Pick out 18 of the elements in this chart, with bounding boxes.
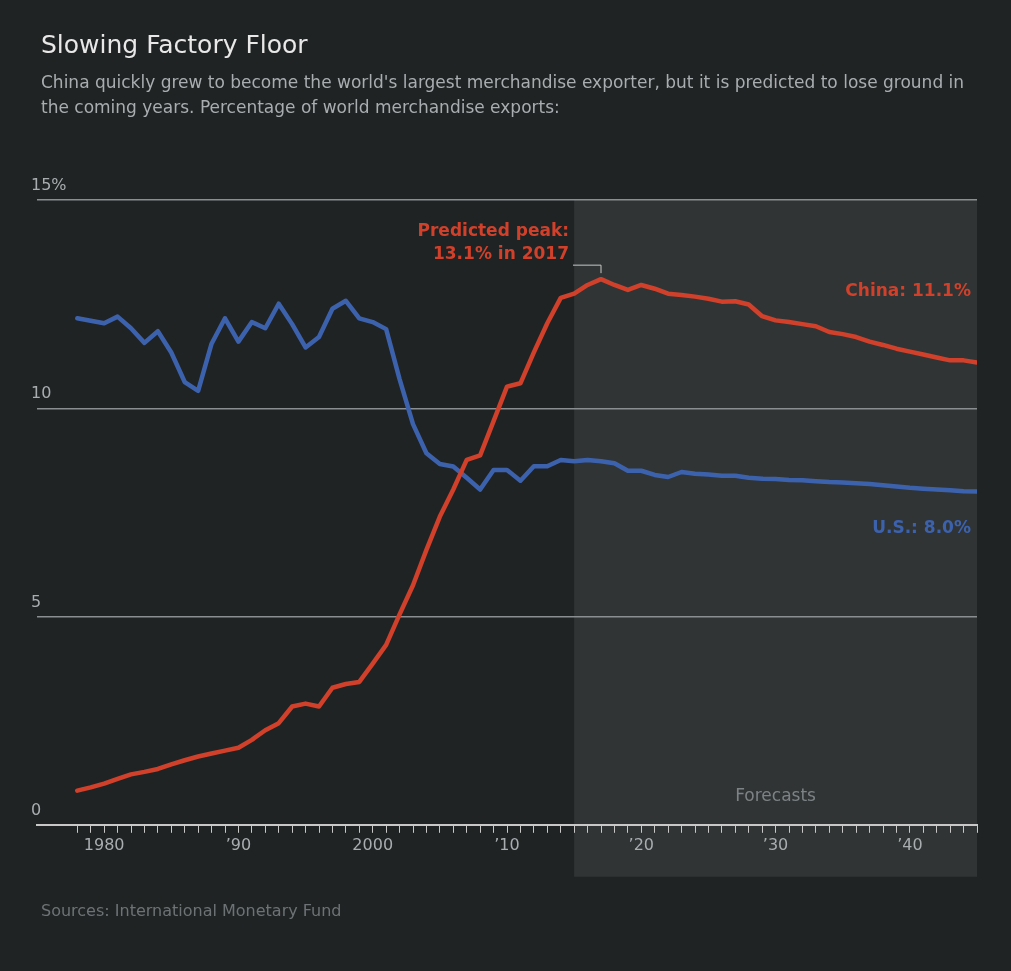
source-note: Sources: International Monetary Fund <box>41 901 342 920</box>
series-label: China: 11.1% <box>845 280 971 301</box>
band-label: Forecasts <box>735 784 817 805</box>
x-tick-label: ’20 <box>628 834 655 854</box>
x-tick-label: ’10 <box>494 834 520 854</box>
y-tick-label: 10 <box>31 383 52 403</box>
x-tick-label: 1980 <box>83 834 125 854</box>
x-tick-label: 2000 <box>352 834 394 854</box>
chart-title: Slowing Factory Floor <box>41 30 308 59</box>
annotation: Predicted peak: 13.1% in 2017 <box>417 220 569 264</box>
x-tick-label: ’90 <box>225 834 252 854</box>
series-label: U.S.: 8.0% <box>872 517 971 538</box>
chart-subtitle: China quickly grew to become the world's largest merchandise exporter, but it is predicted to lose ground in the coming years. Percentage of world merchandise exports: <box>41 71 966 119</box>
y-tick-label: 5 <box>31 591 42 611</box>
x-tick-label: ’40 <box>897 834 923 854</box>
y-tick-label: 15% <box>31 175 67 195</box>
y-tick-label: 0 <box>31 799 42 819</box>
x-tick-label: ’30 <box>762 834 789 854</box>
